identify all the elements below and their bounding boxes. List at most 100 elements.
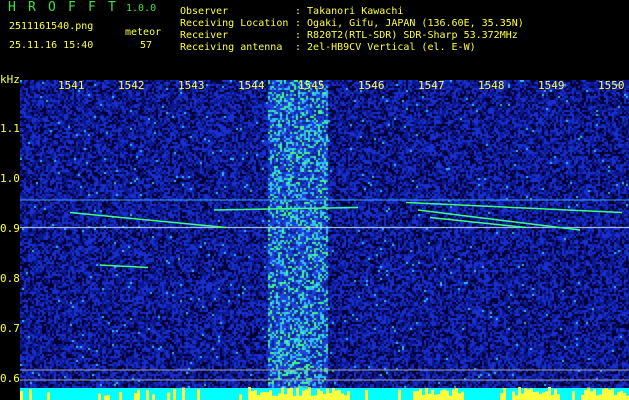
baseline-bar: [293, 395, 296, 400]
baseline-bar: [449, 395, 452, 400]
baseline-bar: [317, 388, 320, 400]
info-value: : R820T2(RTL-SDR) SDR-Sharp 53.372MHz: [295, 30, 518, 41]
baseline-bar: [446, 390, 449, 400]
datetime: 25.11.16 15:40: [9, 40, 94, 51]
y-tick-label: 1.0: [0, 172, 20, 185]
baseline-bar: [173, 389, 176, 400]
baseline-bar: [500, 393, 503, 400]
baseline-bar: [521, 393, 524, 400]
baseline-bar: [269, 390, 272, 400]
baseline-bar: [257, 394, 260, 400]
baseline-bar: [152, 394, 155, 400]
baseline-bar: [626, 395, 629, 400]
y-tick-label: 0.9: [0, 222, 20, 235]
baseline-bar: [581, 394, 584, 400]
baseline-bar: [437, 394, 440, 400]
baseline-bar: [197, 389, 200, 400]
baseline-bar: [290, 387, 293, 400]
baseline-bar: [461, 391, 464, 400]
title-letter: T: [108, 0, 116, 15]
baseline-bar: [512, 391, 515, 400]
baseline-bar: [323, 393, 326, 400]
title-letter: F: [88, 0, 96, 15]
meteor-trace: [99, 264, 149, 269]
baseline-bar: [248, 387, 251, 400]
meteor-count: 57: [140, 40, 153, 51]
baseline-bar: [335, 390, 338, 400]
baseline-bar: [365, 389, 368, 400]
baseline-bar: [413, 391, 416, 400]
baseline-bar: [518, 387, 521, 400]
baseline-bar: [599, 394, 602, 400]
baseline-bar: [602, 388, 605, 400]
x-tick-label: 1547: [418, 79, 445, 92]
info-label: Receiving Location: [180, 18, 289, 29]
baseline-bar: [416, 391, 419, 400]
baseline-bar: [296, 387, 299, 400]
baseline-bar: [284, 394, 287, 400]
info-label: Receiver: [180, 30, 229, 41]
baseline-bar: [302, 390, 305, 400]
x-tick-label: 1548: [478, 79, 505, 92]
meteor-trace: [405, 201, 623, 214]
title-letter: H: [8, 0, 16, 15]
x-tick-label: 1545: [298, 79, 325, 92]
x-tick-label: 1541: [58, 79, 85, 92]
baseline-bar: [536, 391, 539, 400]
baseline-bar: [425, 387, 428, 400]
baseline-bar: [587, 387, 590, 400]
baseline-bar: [167, 392, 170, 400]
baseline-bar: [548, 387, 551, 400]
version: 1.0.0: [126, 3, 157, 14]
baseline-bar: [326, 388, 329, 400]
baseline-bar: [539, 393, 542, 400]
info-value: : 2el-HB9CV Vertical (el. E-W): [295, 42, 476, 53]
baseline-bar: [29, 389, 32, 400]
baseline-bar: [239, 394, 242, 400]
baseline-bar: [452, 389, 455, 400]
baseline-bar: [620, 390, 623, 400]
meteor-trace: [69, 211, 227, 229]
baseline-bar: [623, 392, 626, 400]
baseline-bar: [305, 389, 308, 400]
baseline-bar: [146, 390, 149, 400]
title-letter: O: [48, 0, 56, 15]
baseline-bar: [443, 389, 446, 400]
baseline-bar: [251, 391, 254, 400]
title-letter: F: [68, 0, 76, 15]
baseline-bar: [47, 392, 50, 400]
baseline-bar: [314, 395, 317, 400]
baseline-bar: [308, 387, 311, 400]
baseline-bar: [137, 389, 140, 400]
baseline-bar: [617, 391, 620, 400]
x-tick-label: 1543: [178, 79, 205, 92]
spectrogram: [20, 80, 629, 400]
x-tick-label: 1546: [358, 79, 385, 92]
baseline-bar: [572, 391, 575, 400]
baseline-bar: [278, 393, 281, 400]
info-label: Observer: [180, 6, 229, 17]
y-tick-label: 0.7: [0, 322, 20, 335]
baseline-bar: [332, 388, 335, 400]
baseline-bar: [320, 391, 323, 400]
baseline-bar: [554, 389, 557, 400]
baseline-bar: [542, 392, 545, 400]
y-tick-label: 0.8: [0, 272, 20, 285]
meteor-trace: [213, 206, 359, 211]
filename: 2511161540.png: [9, 21, 94, 32]
title-letter: R: [28, 0, 36, 15]
x-tick-label: 1542: [118, 79, 145, 92]
baseline-bar: [458, 393, 461, 400]
baseline-bar: [605, 388, 608, 400]
baseline-bar: [119, 392, 122, 400]
y-tick-label: 0.6: [0, 372, 20, 385]
baseline-bar: [584, 389, 587, 400]
baseline-bar: [551, 394, 554, 400]
baseline-bar: [533, 391, 536, 400]
info-value: : Ogaki, Gifu, JAPAN (136.60E, 35.35N): [295, 18, 524, 29]
baseline-bar: [338, 389, 341, 400]
baseline-bar: [527, 389, 530, 400]
x-tick-label: 1544: [238, 79, 265, 92]
baseline-bar: [347, 391, 350, 400]
baseline-bar: [329, 393, 332, 400]
